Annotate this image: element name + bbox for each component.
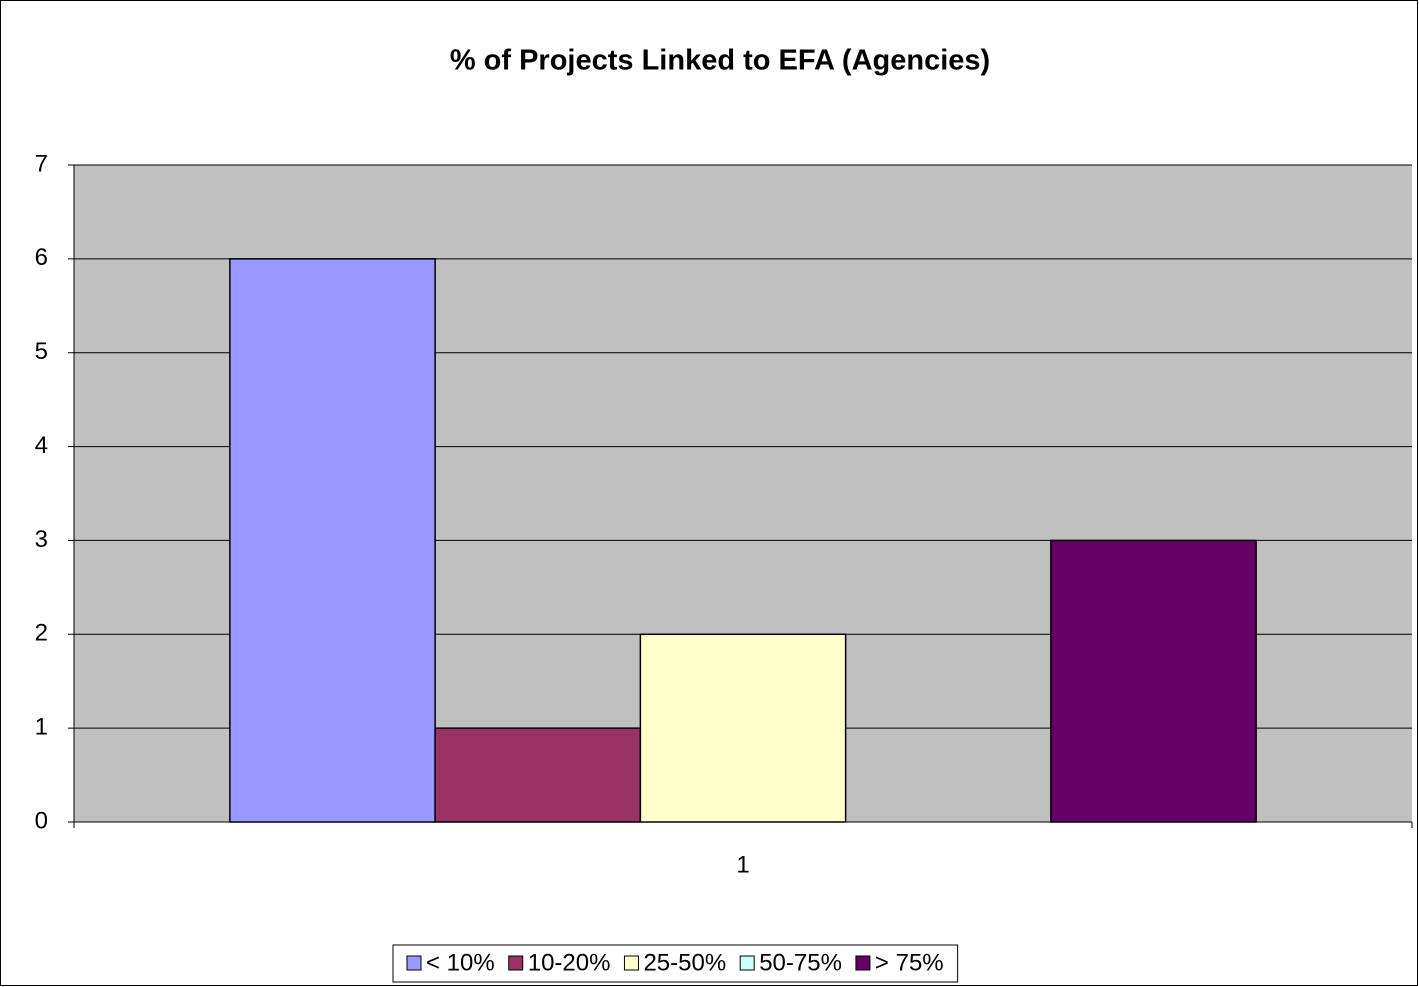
legend-swatch bbox=[739, 955, 755, 971]
legend-swatch bbox=[406, 955, 422, 971]
y-tick-label: 3 bbox=[35, 526, 48, 553]
bar bbox=[639, 633, 847, 823]
chart-title: % of Projects Linked to EFA (Agencies) bbox=[450, 45, 990, 77]
y-tick-label: 5 bbox=[35, 338, 48, 365]
legend-swatch bbox=[623, 955, 639, 971]
bar bbox=[434, 727, 642, 823]
legend-label: 25-50% bbox=[643, 949, 726, 976]
y-tick-label: 6 bbox=[35, 244, 48, 271]
y-tick-label: 7 bbox=[35, 150, 48, 177]
legend-label: 10-20% bbox=[528, 949, 611, 976]
y-tick-label: 0 bbox=[35, 807, 48, 834]
legend-label: < 10% bbox=[426, 949, 495, 976]
y-tick-label: 4 bbox=[35, 432, 48, 459]
legend-swatch bbox=[508, 955, 524, 971]
bar bbox=[229, 258, 436, 823]
legend-swatch bbox=[855, 955, 871, 971]
bar bbox=[1050, 539, 1257, 823]
y-tick-label: 2 bbox=[35, 620, 48, 647]
legend-label: > 75% bbox=[875, 949, 944, 976]
legend-label: 50-75% bbox=[759, 949, 842, 976]
y-tick-label: 1 bbox=[35, 713, 48, 740]
legend: < 10% 10-20% 25-50% 50-75% > 75% bbox=[392, 944, 959, 983]
x-tick-label: 1 bbox=[736, 851, 749, 878]
